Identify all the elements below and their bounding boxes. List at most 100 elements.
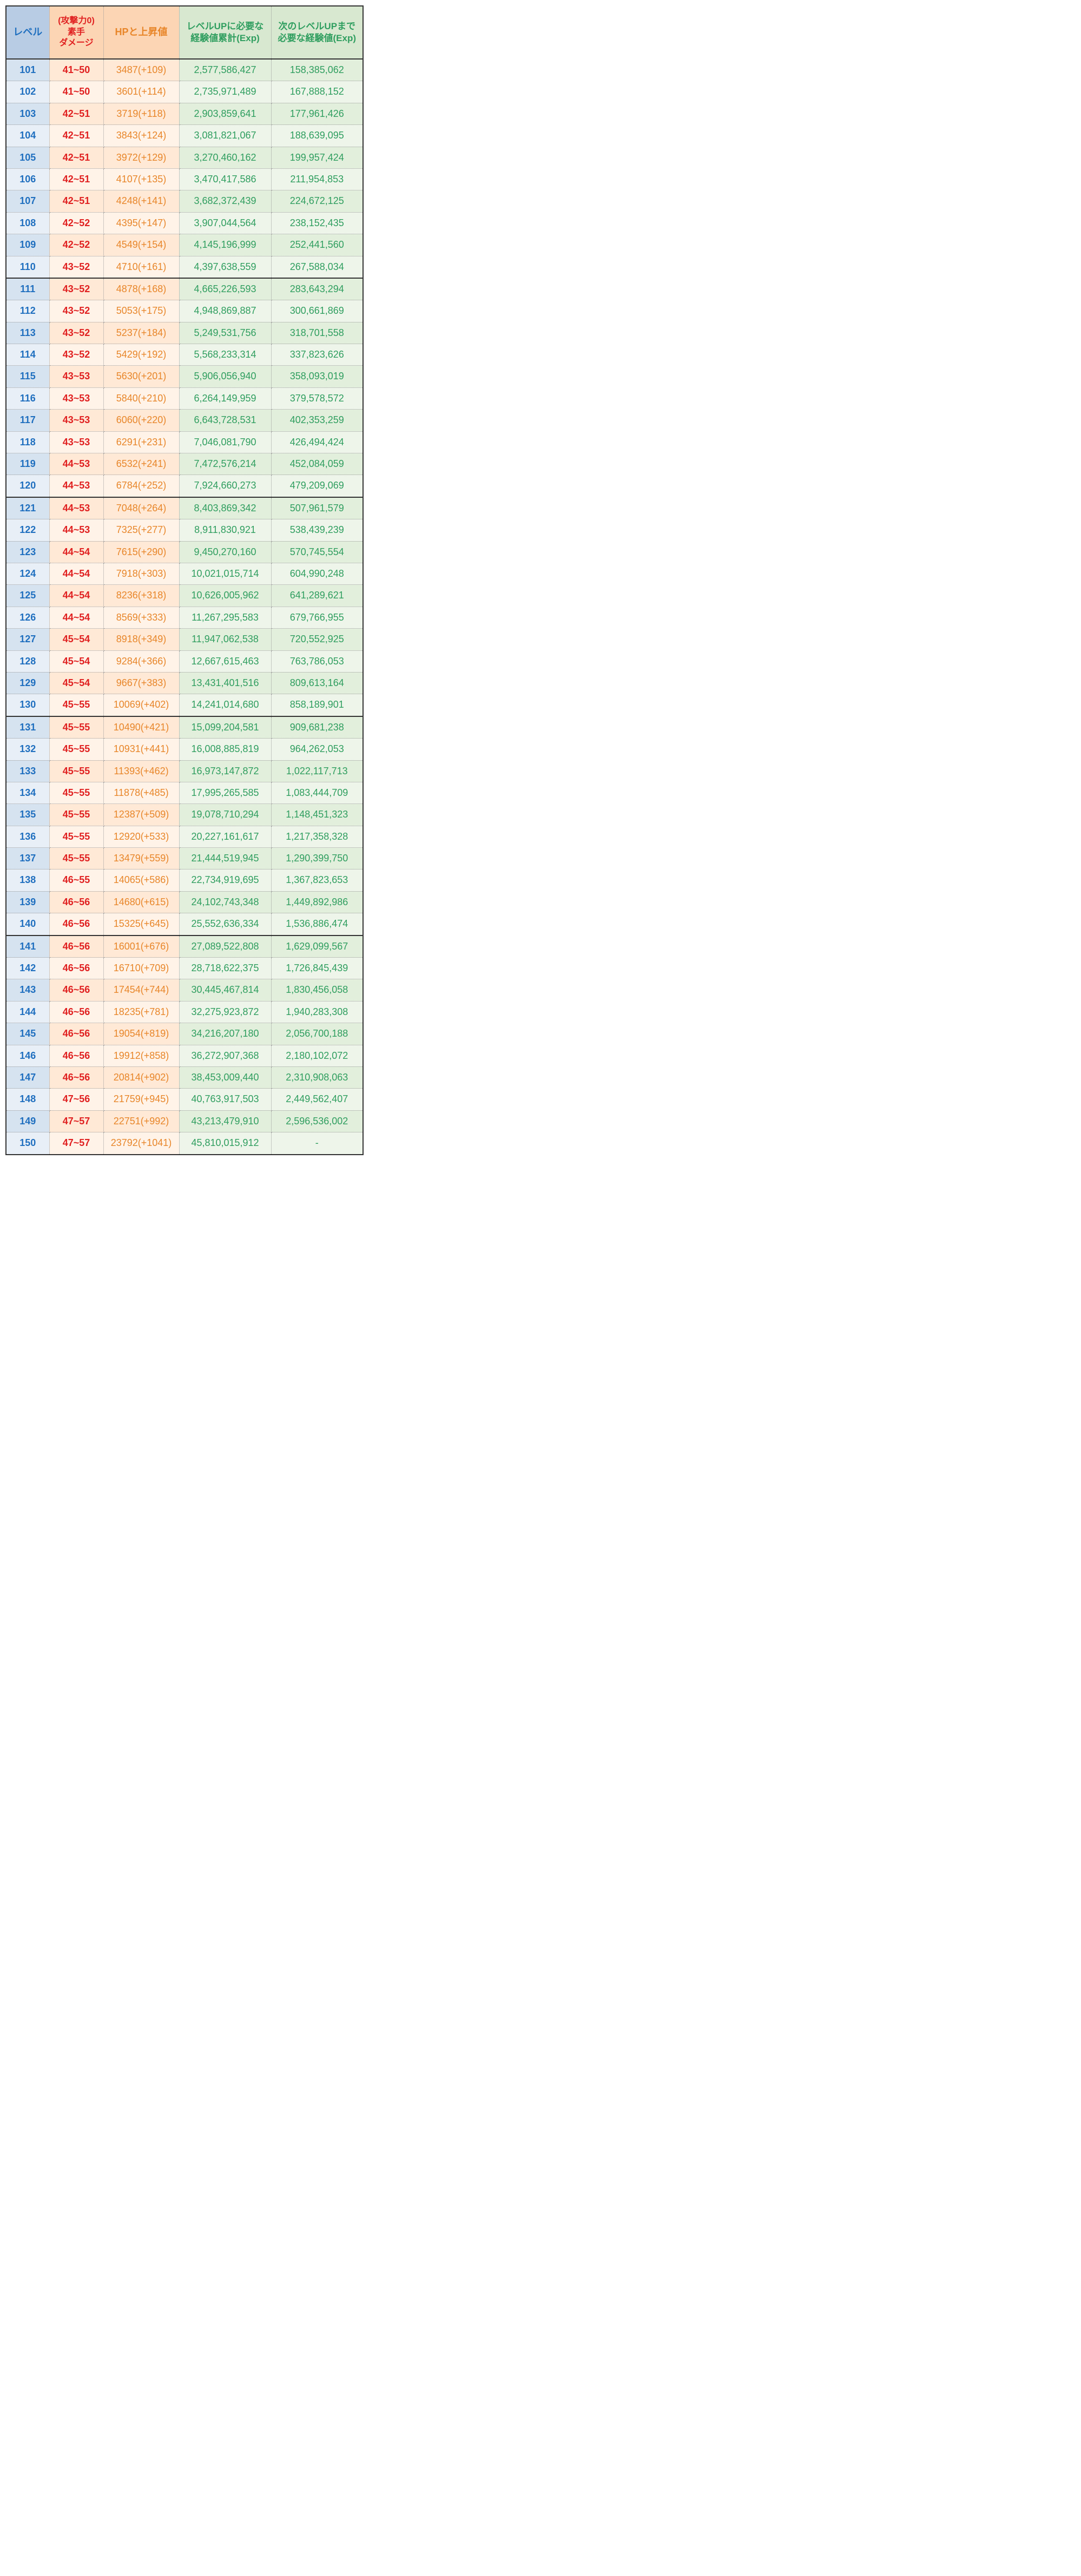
damage-cell: 46~56 bbox=[49, 891, 103, 913]
hp-cell: 8569(+333) bbox=[103, 607, 179, 628]
level-cell: 150 bbox=[6, 1132, 49, 1155]
header-exp-next: 次のレベルUPまで必要な経験値(Exp) bbox=[271, 6, 363, 59]
table-row: 11443~525429(+192)5,568,233,314337,823,6… bbox=[6, 344, 363, 366]
table-row: 14847~5621759(+945)40,763,917,5032,449,5… bbox=[6, 1089, 363, 1110]
table-row: 10241~503601(+114)2,735,971,489167,888,1… bbox=[6, 81, 363, 103]
hp-cell: 4710(+161) bbox=[103, 256, 179, 278]
hp-cell: 8236(+318) bbox=[103, 585, 179, 607]
damage-cell: 41~50 bbox=[49, 59, 103, 81]
level-cell: 110 bbox=[6, 256, 49, 278]
damage-cell: 45~55 bbox=[49, 739, 103, 760]
exp-cum-cell: 28,718,622,375 bbox=[179, 958, 271, 979]
exp-next-cell: 2,310,908,063 bbox=[271, 1066, 363, 1088]
hp-cell: 18235(+781) bbox=[103, 1001, 179, 1023]
damage-cell: 43~53 bbox=[49, 387, 103, 409]
table-row: 12945~549667(+383)13,431,401,516809,613,… bbox=[6, 672, 363, 694]
exp-next-cell: 1,367,823,653 bbox=[271, 869, 363, 891]
hp-cell: 17454(+744) bbox=[103, 979, 179, 1001]
table-row: 14146~5616001(+676)27,089,522,8081,629,0… bbox=[6, 935, 363, 958]
hp-cell: 4248(+141) bbox=[103, 190, 179, 212]
level-cell: 113 bbox=[6, 322, 49, 344]
damage-cell: 46~56 bbox=[49, 1023, 103, 1045]
exp-next-cell: 1,217,358,328 bbox=[271, 826, 363, 847]
exp-cum-cell: 22,734,919,695 bbox=[179, 869, 271, 891]
hp-cell: 22751(+992) bbox=[103, 1110, 179, 1132]
hp-cell: 11393(+462) bbox=[103, 760, 179, 782]
table-row: 14446~5618235(+781)32,275,923,8721,940,2… bbox=[6, 1001, 363, 1023]
level-cell: 137 bbox=[6, 848, 49, 869]
damage-cell: 44~53 bbox=[49, 519, 103, 541]
exp-cum-cell: 25,552,636,334 bbox=[179, 913, 271, 935]
damage-cell: 47~57 bbox=[49, 1110, 103, 1132]
exp-cum-cell: 3,081,821,067 bbox=[179, 125, 271, 147]
exp-cum-cell: 6,264,149,959 bbox=[179, 387, 271, 409]
table-row: 12344~547615(+290)9,450,270,160570,745,5… bbox=[6, 541, 363, 563]
exp-next-cell: 358,093,019 bbox=[271, 366, 363, 387]
level-cell: 147 bbox=[6, 1066, 49, 1088]
damage-cell: 44~54 bbox=[49, 585, 103, 607]
damage-cell: 43~52 bbox=[49, 256, 103, 278]
table-row: 10442~513843(+124)3,081,821,067188,639,0… bbox=[6, 125, 363, 147]
level-cell: 140 bbox=[6, 913, 49, 935]
level-cell: 133 bbox=[6, 760, 49, 782]
exp-cum-cell: 17,995,265,585 bbox=[179, 782, 271, 803]
exp-cum-cell: 30,445,467,814 bbox=[179, 979, 271, 1001]
level-cell: 149 bbox=[6, 1110, 49, 1132]
table-row: 10942~524549(+154)4,145,196,999252,441,5… bbox=[6, 234, 363, 256]
damage-cell: 42~51 bbox=[49, 190, 103, 212]
exp-next-cell: 1,290,399,750 bbox=[271, 848, 363, 869]
hp-cell: 20814(+902) bbox=[103, 1066, 179, 1088]
table-row: 13946~5614680(+615)24,102,743,3481,449,8… bbox=[6, 891, 363, 913]
exp-cum-cell: 9,450,270,160 bbox=[179, 541, 271, 563]
level-cell: 128 bbox=[6, 650, 49, 672]
damage-cell: 42~51 bbox=[49, 125, 103, 147]
exp-cum-cell: 5,906,056,940 bbox=[179, 366, 271, 387]
level-cell: 123 bbox=[6, 541, 49, 563]
level-cell: 136 bbox=[6, 826, 49, 847]
hp-cell: 5630(+201) bbox=[103, 366, 179, 387]
damage-cell: 46~56 bbox=[49, 1045, 103, 1066]
table-row: 14346~5617454(+744)30,445,467,8141,830,4… bbox=[6, 979, 363, 1001]
exp-next-cell: 763,786,053 bbox=[271, 650, 363, 672]
exp-cum-cell: 8,911,830,921 bbox=[179, 519, 271, 541]
table-row: 12644~548569(+333)11,267,295,583679,766,… bbox=[6, 607, 363, 628]
exp-next-cell: - bbox=[271, 1132, 363, 1155]
damage-cell: 44~54 bbox=[49, 541, 103, 563]
exp-cum-cell: 3,270,460,162 bbox=[179, 147, 271, 168]
level-cell: 111 bbox=[6, 278, 49, 300]
table-row: 13445~5511878(+485)17,995,265,5851,083,4… bbox=[6, 782, 363, 803]
exp-next-cell: 964,262,053 bbox=[271, 739, 363, 760]
exp-cum-cell: 2,577,586,427 bbox=[179, 59, 271, 81]
level-cell: 144 bbox=[6, 1001, 49, 1023]
damage-cell: 42~51 bbox=[49, 147, 103, 168]
hp-cell: 4395(+147) bbox=[103, 212, 179, 234]
exp-next-cell: 1,022,117,713 bbox=[271, 760, 363, 782]
table-row: 13345~5511393(+462)16,973,147,8721,022,1… bbox=[6, 760, 363, 782]
level-cell: 121 bbox=[6, 497, 49, 519]
table-row: 14546~5619054(+819)34,216,207,1802,056,7… bbox=[6, 1023, 363, 1045]
level-cell: 102 bbox=[6, 81, 49, 103]
exp-next-cell: 167,888,152 bbox=[271, 81, 363, 103]
exp-cum-cell: 20,227,161,617 bbox=[179, 826, 271, 847]
level-cell: 107 bbox=[6, 190, 49, 212]
exp-cum-cell: 21,444,519,945 bbox=[179, 848, 271, 869]
damage-cell: 43~52 bbox=[49, 344, 103, 366]
level-cell: 104 bbox=[6, 125, 49, 147]
level-cell: 139 bbox=[6, 891, 49, 913]
table-row: 11843~536291(+231)7,046,081,790426,494,4… bbox=[6, 431, 363, 453]
exp-cum-cell: 16,973,147,872 bbox=[179, 760, 271, 782]
table-row: 10141~503487(+109)2,577,586,427158,385,0… bbox=[6, 59, 363, 81]
hp-cell: 8918(+349) bbox=[103, 629, 179, 650]
level-cell: 125 bbox=[6, 585, 49, 607]
hp-cell: 5840(+210) bbox=[103, 387, 179, 409]
damage-cell: 46~55 bbox=[49, 869, 103, 891]
hp-cell: 3719(+118) bbox=[103, 103, 179, 124]
level-cell: 138 bbox=[6, 869, 49, 891]
exp-next-cell: 224,672,125 bbox=[271, 190, 363, 212]
damage-cell: 43~53 bbox=[49, 431, 103, 453]
exp-cum-cell: 12,667,615,463 bbox=[179, 650, 271, 672]
hp-cell: 3843(+124) bbox=[103, 125, 179, 147]
table-row: 12845~549284(+366)12,667,615,463763,786,… bbox=[6, 650, 363, 672]
hp-cell: 9667(+383) bbox=[103, 672, 179, 694]
table-row: 12044~536784(+252)7,924,660,273479,209,0… bbox=[6, 475, 363, 497]
